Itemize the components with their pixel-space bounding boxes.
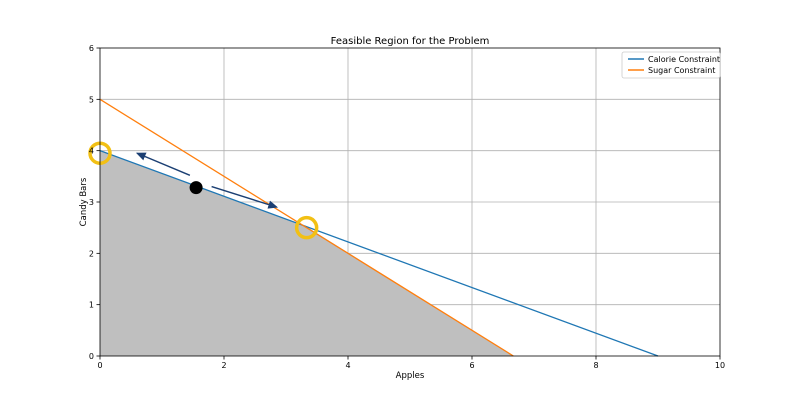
- grid: [100, 48, 720, 356]
- y-tick-label: 5: [89, 95, 94, 104]
- arrow-left-up: [135, 152, 191, 176]
- y-tick-label: 3: [89, 198, 94, 207]
- y-tick-label: 4: [89, 147, 94, 156]
- sugar-constraint-line: [99, 98, 514, 357]
- arrow-right-down: [211, 185, 279, 209]
- x-axis-label: Apples: [396, 371, 425, 381]
- feasible-region-layer: [100, 150, 514, 356]
- legend-label-calorie: Calorie Constraint: [648, 55, 720, 64]
- x-tick-label: 0: [97, 361, 102, 370]
- x-tick-label: 10: [715, 361, 725, 370]
- y-axis-label: Candy Bars: [79, 177, 89, 226]
- x-tick-label: 2: [221, 361, 226, 370]
- current-point-marker: [189, 181, 203, 195]
- legend-box: [621, 51, 721, 79]
- x-tick-label: 8: [593, 361, 598, 370]
- x-tick-label: 6: [469, 361, 474, 370]
- x-tick-label: 4: [345, 361, 350, 370]
- y-tick-label: 6: [89, 44, 94, 53]
- y-tick-label: 0: [89, 352, 94, 361]
- highlight-circle-vertex-intersection: [294, 215, 319, 240]
- legend-label-sugar: Sugar Constraint: [648, 66, 715, 75]
- y-tick-label: 1: [89, 301, 94, 310]
- y-tick-label: 2: [89, 249, 94, 258]
- legend: Calorie Constraint Sugar Constraint: [621, 51, 721, 79]
- chart-title: Feasible Region for the Problem: [331, 36, 490, 47]
- feasible-region: [100, 150, 514, 356]
- axis-ticks: 0 2 4 6 8 10 0 1 2 3 4 5 6: [89, 44, 725, 370]
